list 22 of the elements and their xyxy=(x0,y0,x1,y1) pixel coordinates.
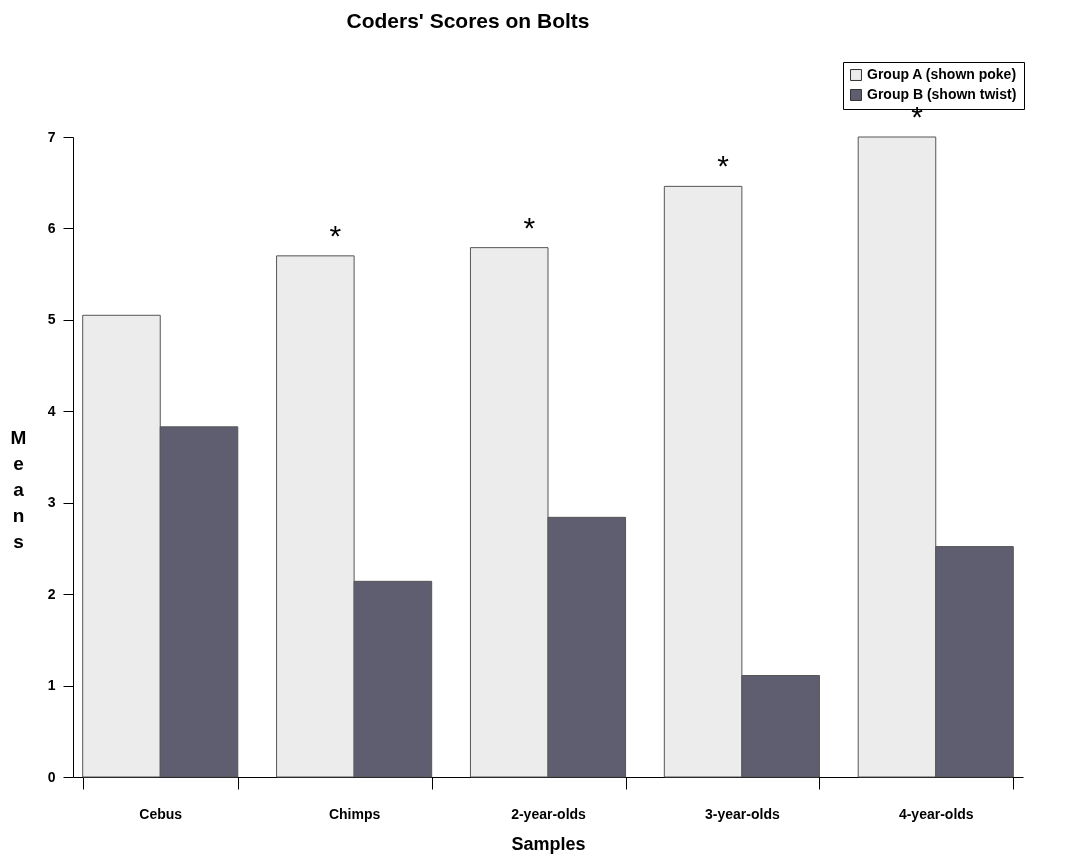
x-tick-label: Cebus xyxy=(139,805,183,822)
y-axis-title: Means xyxy=(10,426,27,552)
y-tick-label: 4 xyxy=(47,402,56,419)
annotation: * xyxy=(329,218,342,252)
x-axis-title: Samples xyxy=(511,833,586,854)
legend-label: Group A (shown poke) xyxy=(867,66,1017,82)
y-tick-label: 3 xyxy=(47,494,56,511)
y-tick-label: 2 xyxy=(47,585,56,602)
x-tick-label: 4-year-olds xyxy=(898,805,974,822)
chart-title: Coders' Scores on Bolts xyxy=(346,8,590,32)
y-tick-label: 5 xyxy=(47,311,56,328)
y-tick-label: 1 xyxy=(47,677,56,694)
x-tick-label: Chimps xyxy=(328,805,381,822)
y-tick-label: 0 xyxy=(47,768,56,785)
annotation: * xyxy=(911,100,924,133)
x-tick-label: 3-year-olds xyxy=(705,805,780,822)
y-tick-label: 6 xyxy=(47,219,56,236)
annotation: * xyxy=(523,210,536,244)
y-tick-label: 7 xyxy=(47,128,56,145)
annotation: * xyxy=(717,149,730,183)
x-tick-label: 2-year-olds xyxy=(511,805,587,822)
legend-label: Group B (shown twist) xyxy=(867,86,1017,102)
